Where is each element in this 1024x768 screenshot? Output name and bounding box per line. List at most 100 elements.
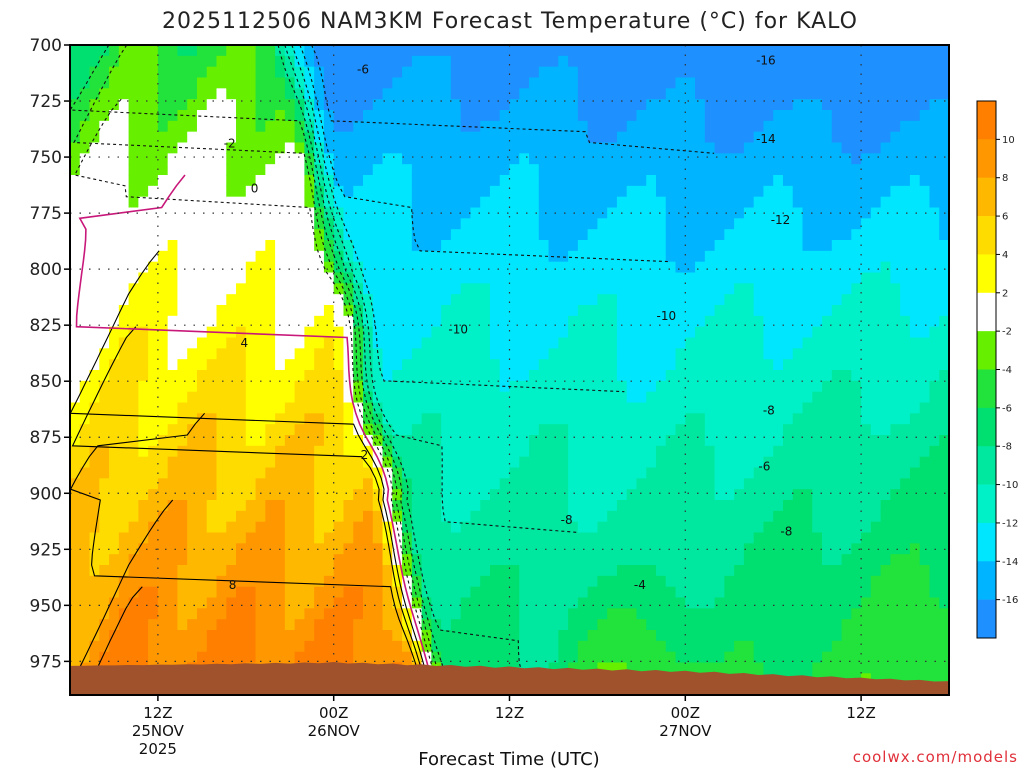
temperature-cell — [89, 175, 100, 187]
temperature-cell — [656, 207, 667, 219]
temperature-cell — [323, 597, 335, 609]
temperature-cell — [226, 99, 237, 111]
temperature-cell — [343, 435, 354, 447]
temperature-cell — [236, 283, 247, 295]
temperature-cell — [177, 326, 188, 339]
temperature-cell — [607, 467, 618, 479]
temperature-cell — [753, 240, 765, 252]
temperature-cell — [70, 370, 81, 382]
temperature-cell — [753, 110, 765, 122]
temperature-cell — [636, 164, 647, 176]
temperature-cell — [714, 651, 725, 664]
temperature-cell — [128, 283, 139, 295]
temperature-cell — [99, 619, 110, 631]
temperature-cell — [577, 88, 589, 100]
temperature-cell — [597, 651, 608, 664]
temperature-cell — [216, 185, 227, 198]
temperature-cell — [480, 370, 491, 382]
temperature-cell — [665, 348, 677, 360]
temperature-cell — [196, 142, 208, 154]
temperature-cell — [646, 164, 657, 176]
temperature-cell — [470, 99, 481, 111]
temperature-cell — [314, 380, 325, 393]
temperature-cell — [460, 413, 472, 425]
temperature-cell — [812, 110, 823, 122]
temperature-cell — [304, 608, 315, 620]
temperature-cell — [489, 315, 501, 328]
temperature-cell — [70, 630, 81, 642]
temperature-cell — [128, 370, 139, 382]
temperature-cell — [538, 110, 550, 122]
temperature-cell — [323, 77, 335, 89]
temperature-cell — [734, 185, 745, 198]
temperature-cell — [763, 348, 774, 360]
temperature-cell — [333, 554, 345, 566]
temperature-cell — [138, 424, 149, 436]
temperature-cell — [480, 424, 491, 436]
temperature-cell — [822, 153, 833, 165]
temperature-cell — [450, 142, 462, 154]
temperature-cell — [284, 305, 296, 317]
temperature-cell — [685, 651, 696, 664]
temperature-cell — [431, 565, 442, 577]
temperature-cell — [802, 131, 813, 144]
temperature-cell — [792, 575, 804, 588]
temperature-cell — [626, 218, 638, 230]
temperature-cell — [70, 142, 81, 154]
temperature-cell — [685, 478, 696, 490]
temperature-cell — [616, 315, 628, 328]
temperature-cell — [792, 608, 804, 620]
temperature-cell — [353, 651, 364, 664]
temperature-cell — [216, 99, 227, 111]
temperature-cell — [577, 175, 589, 187]
temperature-cell — [822, 283, 833, 295]
temperature-cell — [304, 348, 315, 360]
temperature-cell — [275, 175, 286, 187]
temperature-cell — [724, 510, 735, 523]
temperature-cell — [79, 315, 91, 328]
temperature-cell — [372, 445, 384, 458]
temperature-cell — [812, 456, 823, 469]
temperature-cell — [226, 543, 237, 555]
temperature-cell — [587, 500, 598, 512]
temperature-cell — [558, 272, 569, 284]
temperature-cell — [255, 608, 266, 620]
temperature-cell — [753, 66, 765, 79]
temperature-cell — [70, 272, 81, 284]
temperature-cell — [568, 489, 579, 501]
temperature-cell — [782, 478, 794, 490]
temperature-cell — [245, 554, 257, 566]
temperature-cell — [656, 424, 667, 436]
temperature-cell — [333, 240, 345, 252]
temperature-cell — [206, 229, 218, 241]
temperature-cell — [167, 175, 179, 187]
temperature-cell — [323, 207, 335, 219]
temperature-cell — [157, 164, 169, 176]
temperature-cell — [831, 55, 843, 68]
temperature-cell — [128, 456, 139, 469]
temperature-cell — [870, 240, 882, 252]
temperature-cell — [70, 402, 81, 414]
temperature-cell — [304, 283, 315, 295]
temperature-cell — [109, 543, 120, 555]
temperature-cell — [626, 66, 638, 79]
temperature-cell — [782, 630, 794, 642]
temperature-cell — [538, 142, 550, 154]
temperature-cell — [822, 55, 833, 68]
temperature-cell — [499, 305, 511, 317]
temperature-cell — [558, 240, 569, 252]
temperature-cell — [861, 240, 872, 252]
temperature-cell — [304, 164, 315, 176]
temperature-cell — [616, 66, 628, 79]
temperature-cell — [333, 478, 345, 490]
temperature-cell — [353, 435, 364, 447]
temperature-cell — [558, 565, 569, 577]
temperature-cell — [421, 66, 432, 79]
temperature-cell — [597, 532, 608, 544]
temperature-cell — [782, 500, 794, 512]
temperature-cell — [109, 283, 120, 295]
temperature-cell — [294, 521, 305, 534]
temperature-cell — [743, 45, 755, 57]
temperature-cell — [450, 445, 462, 458]
temperature-cell — [392, 294, 403, 306]
